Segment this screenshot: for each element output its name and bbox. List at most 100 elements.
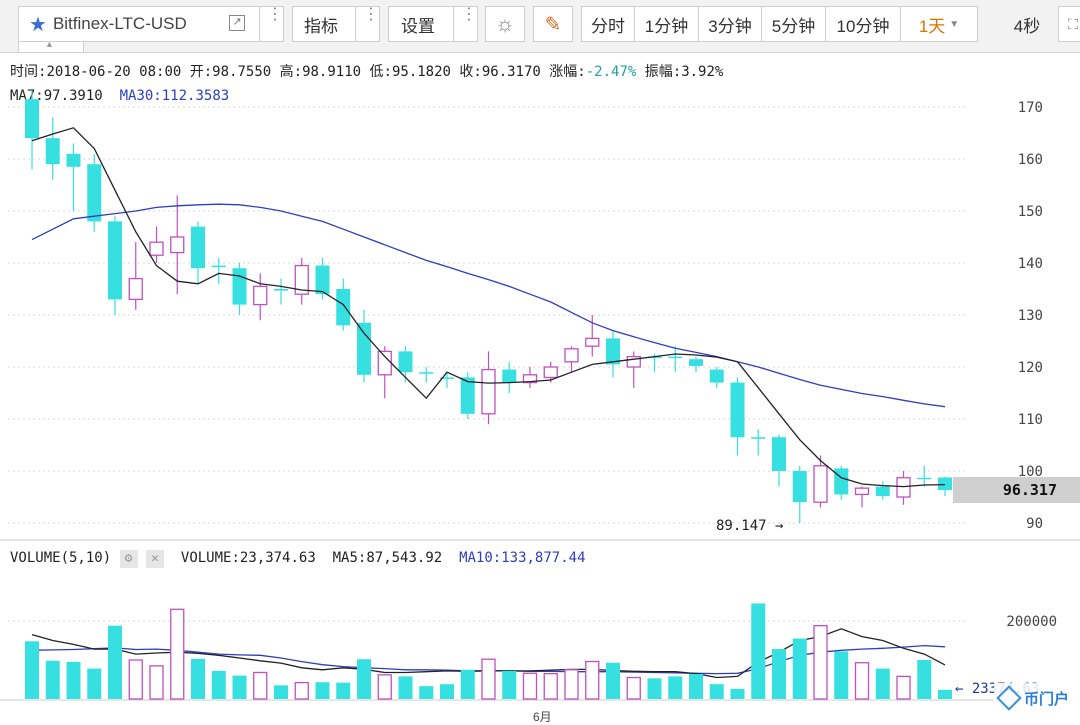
- volume-bar: [543, 673, 558, 700]
- interval-2[interactable]: 3分钟: [698, 6, 762, 42]
- candle-body: [191, 226, 205, 269]
- ma30-info: MA30:112.3583: [120, 88, 230, 104]
- candle-body: [834, 468, 849, 495]
- amplitude-value: 3.92%: [681, 64, 724, 80]
- candle-body: [606, 338, 620, 365]
- close-label: 收:: [459, 64, 482, 80]
- candle-body: [917, 477, 932, 480]
- volume-bar: [751, 603, 766, 699]
- vol-ma10-label: MA10:: [459, 550, 502, 566]
- volume-bar: [668, 676, 683, 699]
- interval-label: 1分钟: [644, 16, 689, 36]
- volume-bar: [128, 659, 143, 700]
- settings-button[interactable]: 设置 ⋮: [388, 6, 478, 42]
- open-label: 开:: [189, 64, 213, 80]
- interval-0[interactable]: 分时: [581, 6, 635, 42]
- volume-title: VOLUME(5,10): [10, 550, 112, 566]
- active-interval-label: 1天: [918, 16, 946, 36]
- draw-tool-button[interactable]: ✎: [533, 6, 573, 42]
- volume-bar: [938, 689, 952, 699]
- volume-ma5-line: [31, 628, 946, 679]
- gear-icon[interactable]: ⚙: [119, 550, 138, 568]
- interval-label: 5分钟: [771, 16, 816, 36]
- price-tick-label: 170: [1018, 100, 1043, 116]
- candle-body: [128, 277, 143, 301]
- volume-bar: [854, 662, 870, 700]
- volume-bar: [253, 671, 268, 700]
- volume-bar: [730, 688, 745, 699]
- volume-bar: [689, 674, 703, 699]
- symbol-menu-icon[interactable]: ⋮: [267, 6, 283, 23]
- volume-bar: [357, 659, 371, 699]
- star-icon[interactable]: ★: [29, 13, 47, 36]
- amplitude-label: 振幅:: [644, 64, 682, 80]
- indicators-menu-icon[interactable]: ⋮: [363, 6, 379, 23]
- candle-body: [854, 487, 870, 496]
- candle-body: [709, 369, 724, 383]
- low-price-marker: 89.147 →: [716, 518, 784, 534]
- candle-body: [108, 221, 122, 300]
- candle-body: [357, 322, 371, 375]
- volume-bar: [170, 608, 185, 700]
- vol-ma10-value: 133,877.44: [501, 550, 586, 566]
- vol-ma5-value: 87,543.92: [366, 550, 443, 566]
- candle-body: [87, 164, 102, 222]
- settings-menu-icon[interactable]: ⋮: [461, 6, 477, 23]
- candle-body: [689, 359, 703, 366]
- volume-bar: [149, 665, 164, 700]
- price-tick-label: 140: [1018, 256, 1043, 272]
- vol-ma5-label: MA5:: [332, 550, 367, 566]
- symbol-selector[interactable]: ★ Bitfinex-LTC-USD ↗ ⋮: [18, 6, 284, 42]
- volume-bar: [522, 672, 538, 700]
- interval-1[interactable]: 1分钟: [634, 6, 699, 42]
- refresh-interval[interactable]: 4秒: [1000, 6, 1054, 42]
- candle-body: [460, 377, 475, 414]
- fullscreen-button[interactable]: ⛶: [1058, 6, 1080, 42]
- current-price-value: 96.317: [1002, 481, 1057, 499]
- refresh-label: 4秒: [1013, 16, 1041, 36]
- volume-bar: [772, 649, 786, 699]
- ohlc-info: 时间:2018-06-20 08:00 开:98.7550 高:98.9110 …: [10, 61, 723, 81]
- candle-body: [564, 348, 579, 363]
- price-tick-label: 160: [1018, 152, 1043, 168]
- candle-body: [730, 382, 745, 438]
- ma-info: MA7:97.3910 MA30:112.3583: [10, 88, 229, 104]
- popout-icon[interactable]: ↗: [229, 15, 245, 31]
- volume-bar: [66, 661, 81, 699]
- volume-bar: [211, 670, 226, 699]
- candle-body: [772, 437, 786, 471]
- volume-bar: [896, 675, 911, 700]
- current-price-tag: 96.317: [953, 477, 1080, 503]
- candle-body: [585, 337, 600, 347]
- candle-body: [668, 356, 683, 359]
- symbol-tab-indicator: ▲: [18, 39, 84, 53]
- close-icon[interactable]: ✕: [146, 550, 165, 568]
- indicators-button[interactable]: 指标 ⋮: [292, 6, 380, 42]
- volume-bar: [294, 681, 309, 700]
- watermark-logo-icon: [996, 685, 1022, 711]
- sun-icon: ☼: [494, 11, 516, 36]
- interval-4[interactable]: 10分钟: [825, 6, 901, 42]
- interval-label: 3分钟: [708, 16, 752, 36]
- time-value: 2018-06-20 08:00: [46, 64, 182, 80]
- candle-body: [647, 356, 662, 359]
- volume-bar: [232, 675, 247, 699]
- symbol-label: Bitfinex-LTC-USD: [52, 14, 187, 33]
- candle-body: [315, 265, 330, 295]
- candle-body: [66, 153, 81, 167]
- volume-bar: [626, 676, 641, 700]
- candle-body: [398, 351, 413, 373]
- volume-bar: [792, 638, 807, 699]
- interval-3[interactable]: 5分钟: [761, 6, 826, 42]
- ma30-label: MA30:: [119, 88, 162, 104]
- interval-label: 分时: [591, 16, 625, 36]
- toolbar: ★ Bitfinex-LTC-USD ↗ ⋮ 指标 ⋮ 设置 ⋮ ☼ ✎ 分时 …: [0, 0, 1080, 53]
- watermark-text: 币门户: [1024, 691, 1070, 708]
- volume-bar: [647, 678, 662, 699]
- theme-toggle-button[interactable]: ☼: [485, 6, 525, 42]
- candle-body: [25, 99, 39, 139]
- candle-body: [232, 268, 247, 305]
- volume-bar: [25, 641, 39, 699]
- interval-dropdown[interactable]: 1天 ▼: [900, 6, 978, 42]
